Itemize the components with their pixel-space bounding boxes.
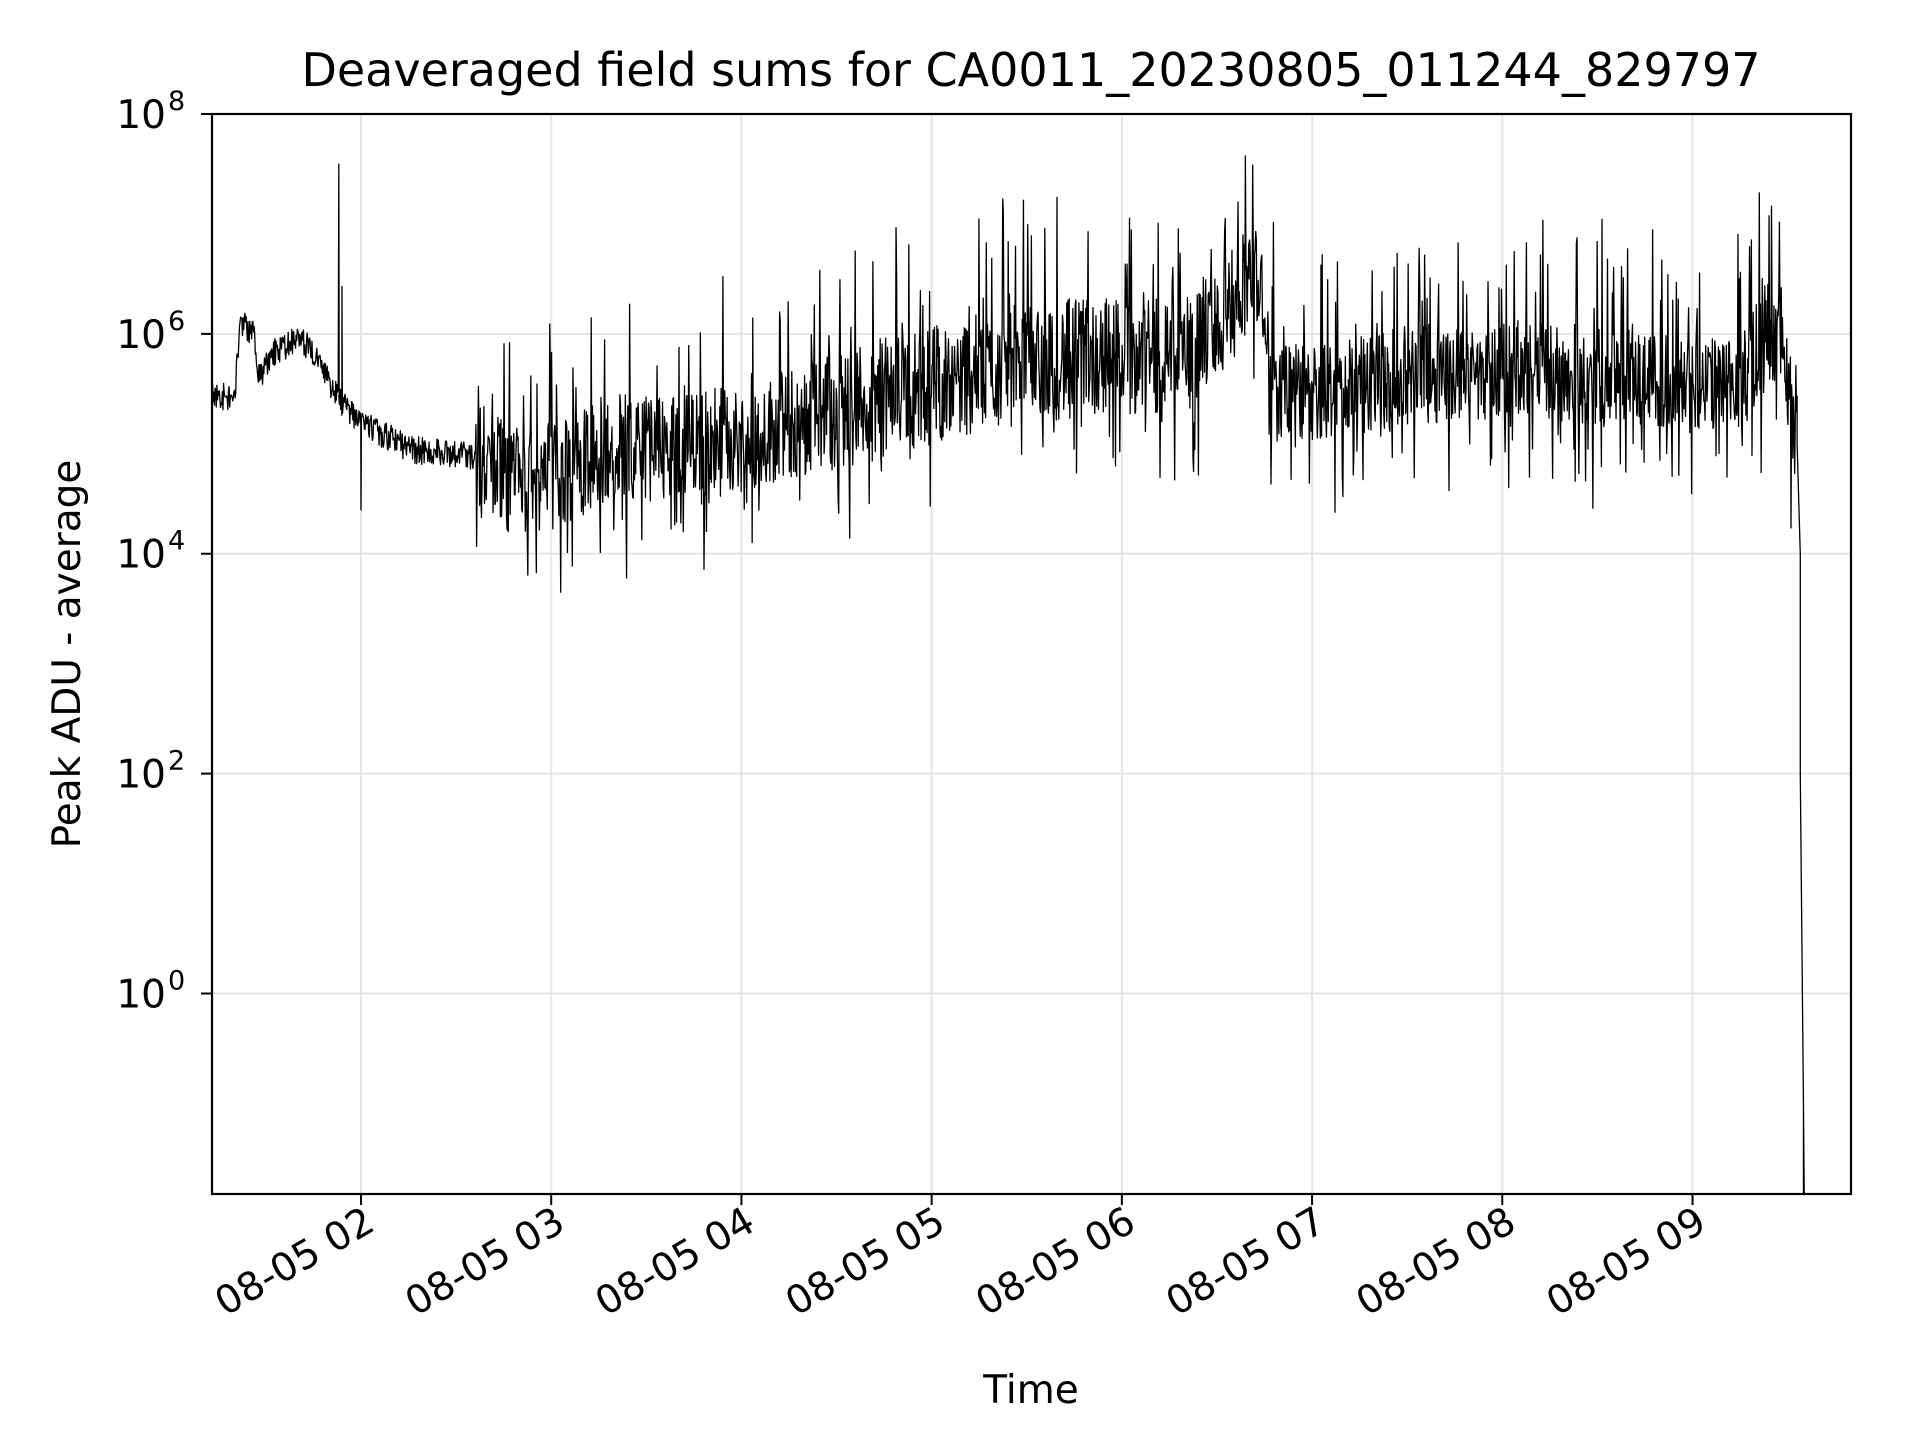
y-tick-base: 10 [116,753,166,798]
y-tick-base: 10 [116,93,166,138]
y-tick-base: 10 [116,533,166,578]
y-tick-base: 10 [116,313,166,358]
y-tick-exponent: 6 [168,306,185,337]
y-tick-exponent: 0 [168,965,185,996]
y-tick-label: 10 2 [116,746,185,798]
y-tick-label: 10 4 [116,526,185,578]
y-tick-label: 10 6 [116,306,185,358]
y-tick-base: 10 [116,972,166,1017]
x-axis-label: Time [982,1368,1078,1413]
y-tick-label: 10 8 [116,86,185,138]
y-tick-exponent: 8 [168,86,185,117]
chart-title: Deaveraged field sums for CA0011_2023080… [301,43,1760,97]
series-line [211,155,1805,1195]
y-tick-exponent: 2 [168,746,185,777]
y-tick-exponent: 4 [168,526,185,557]
plot-frame [210,112,1853,1196]
series-path [211,155,1805,1195]
y-axis-label: Peak ADU - average [45,460,90,849]
y-tick-label: 10 0 [116,965,185,1017]
